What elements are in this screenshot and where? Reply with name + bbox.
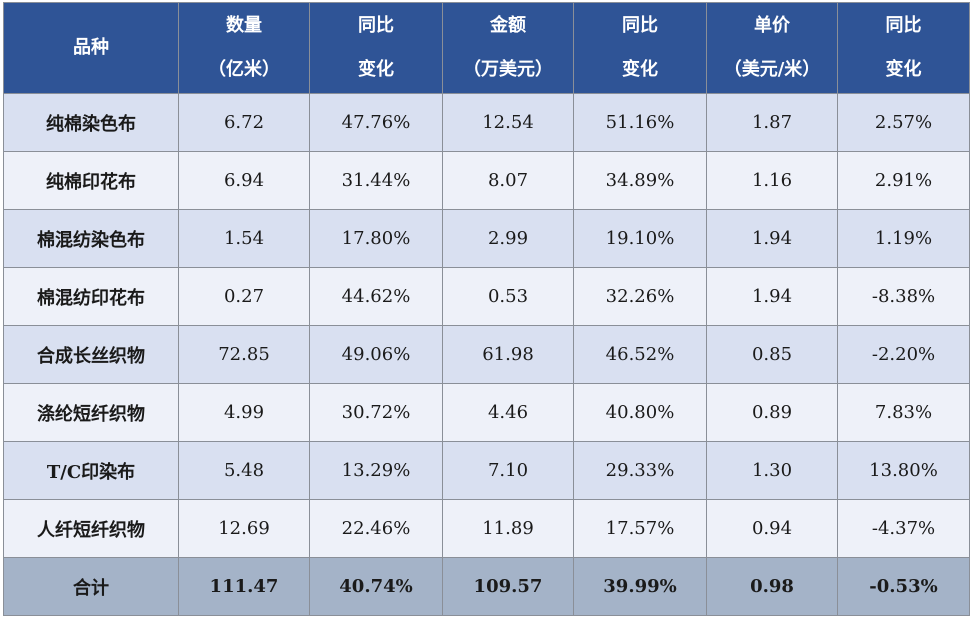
header-price-yoy-sub: 变化 bbox=[885, 59, 922, 80]
total-price-yoy-cell: -0.53% bbox=[837, 557, 970, 616]
variety-cell: 纯棉染色布 bbox=[3, 93, 179, 152]
header-quantity-yoy-sub: 变化 bbox=[358, 59, 394, 80]
quantity-cell: 1.54 bbox=[178, 209, 310, 268]
quantity-yoy-cell: 47.76% bbox=[309, 93, 443, 152]
total-unit-price-cell: 0.98 bbox=[706, 557, 838, 616]
price-yoy-cell: 7.83% bbox=[837, 383, 970, 442]
price-yoy-cell: 2.57% bbox=[837, 93, 970, 152]
table-row: T/C印染布 5.48 13.29% 7.10 29.33% 1.30 13.8… bbox=[3, 441, 970, 500]
amount-cell: 8.07 bbox=[442, 151, 574, 210]
header-amount: 金额 （万美元） bbox=[442, 2, 574, 94]
quantity-cell: 6.72 bbox=[178, 93, 310, 152]
variety-cell: T/C印染布 bbox=[3, 441, 179, 500]
quantity-cell: 6.94 bbox=[178, 151, 310, 210]
amount-yoy-cell: 46.52% bbox=[573, 325, 707, 384]
textile-export-table: 品种 数量 （亿米） 同比 变化 金额 （万美元） 同比 变化 单价 （美元/米… bbox=[3, 2, 970, 616]
header-quantity-yoy-label: 同比 bbox=[358, 15, 394, 36]
amount-yoy-cell: 34.89% bbox=[573, 151, 707, 210]
quantity-cell: 4.99 bbox=[178, 383, 310, 442]
amount-yoy-cell: 19.10% bbox=[573, 209, 707, 268]
table-row: 纯棉染色布 6.72 47.76% 12.54 51.16% 1.87 2.57… bbox=[3, 93, 970, 152]
quantity-cell: 72.85 bbox=[178, 325, 310, 384]
header-unit-price-unit: （美元/米） bbox=[723, 59, 821, 80]
variety-cell: 棉混纺印花布 bbox=[3, 267, 179, 326]
quantity-yoy-cell: 22.46% bbox=[309, 499, 443, 558]
unit-price-cell: 0.89 bbox=[706, 383, 838, 442]
quantity-yoy-cell: 30.72% bbox=[309, 383, 443, 442]
unit-price-cell: 1.94 bbox=[706, 209, 838, 268]
header-quantity-unit: （亿米） bbox=[208, 59, 280, 80]
price-yoy-cell: 2.91% bbox=[837, 151, 970, 210]
amount-cell: 0.53 bbox=[442, 267, 574, 326]
variety-cell: 纯棉印花布 bbox=[3, 151, 179, 210]
amount-cell: 11.89 bbox=[442, 499, 574, 558]
total-row: 合计 111.47 40.74% 109.57 39.99% 0.98 -0.5… bbox=[3, 557, 970, 616]
amount-yoy-cell: 51.16% bbox=[573, 93, 707, 152]
total-label-cell: 合计 bbox=[3, 557, 179, 616]
table-row: 涤纶短纤织物 4.99 30.72% 4.46 40.80% 0.89 7.83… bbox=[3, 383, 970, 442]
header-amount-label: 金额 bbox=[490, 15, 526, 36]
quantity-yoy-cell: 17.80% bbox=[309, 209, 443, 268]
table-row: 人纤短纤织物 12.69 22.46% 11.89 17.57% 0.94 -4… bbox=[3, 499, 970, 558]
variety-cell: 棉混纺染色布 bbox=[3, 209, 179, 268]
price-yoy-cell: 1.19% bbox=[837, 209, 970, 268]
variety-cell: 合成长丝织物 bbox=[3, 325, 179, 384]
amount-cell: 61.98 bbox=[442, 325, 574, 384]
header-quantity: 数量 （亿米） bbox=[178, 2, 310, 94]
header-price-yoy-label: 同比 bbox=[885, 15, 922, 36]
header-amount-yoy-sub: 变化 bbox=[622, 59, 658, 80]
amount-cell: 12.54 bbox=[442, 93, 574, 152]
amount-cell: 2.99 bbox=[442, 209, 574, 268]
unit-price-cell: 1.94 bbox=[706, 267, 838, 326]
quantity-cell: 0.27 bbox=[178, 267, 310, 326]
total-quantity-yoy-cell: 40.74% bbox=[309, 557, 443, 616]
quantity-cell: 12.69 bbox=[178, 499, 310, 558]
amount-yoy-cell: 32.26% bbox=[573, 267, 707, 326]
amount-yoy-cell: 29.33% bbox=[573, 441, 707, 500]
amount-cell: 4.46 bbox=[442, 383, 574, 442]
unit-price-cell: 1.87 bbox=[706, 93, 838, 152]
header-price-yoy: 同比 变化 bbox=[837, 2, 970, 94]
quantity-cell: 5.48 bbox=[178, 441, 310, 500]
variety-cell: 人纤短纤织物 bbox=[3, 499, 179, 558]
unit-price-cell: 0.94 bbox=[706, 499, 838, 558]
quantity-yoy-cell: 49.06% bbox=[309, 325, 443, 384]
table-row: 纯棉印花布 6.94 31.44% 8.07 34.89% 1.16 2.91% bbox=[3, 151, 970, 210]
table-row: 棉混纺染色布 1.54 17.80% 2.99 19.10% 1.94 1.19… bbox=[3, 209, 970, 268]
table-row: 合成长丝织物 72.85 49.06% 61.98 46.52% 0.85 -2… bbox=[3, 325, 970, 384]
header-amount-yoy: 同比 变化 bbox=[573, 2, 707, 94]
amount-cell: 7.10 bbox=[442, 441, 574, 500]
unit-price-cell: 0.85 bbox=[706, 325, 838, 384]
unit-price-cell: 1.30 bbox=[706, 441, 838, 500]
price-yoy-cell: -2.20% bbox=[837, 325, 970, 384]
quantity-yoy-cell: 44.62% bbox=[309, 267, 443, 326]
price-yoy-cell: -8.38% bbox=[837, 267, 970, 326]
header-amount-unit: （万美元） bbox=[463, 59, 553, 80]
header-variety: 品种 bbox=[3, 2, 179, 94]
header-variety-label: 品种 bbox=[73, 37, 109, 58]
price-yoy-cell: -4.37% bbox=[837, 499, 970, 558]
table-row: 棉混纺印花布 0.27 44.62% 0.53 32.26% 1.94 -8.3… bbox=[3, 267, 970, 326]
header-quantity-label: 数量 bbox=[226, 15, 262, 36]
unit-price-cell: 1.16 bbox=[706, 151, 838, 210]
price-yoy-cell: 13.80% bbox=[837, 441, 970, 500]
amount-yoy-cell: 17.57% bbox=[573, 499, 707, 558]
variety-cell: 涤纶短纤织物 bbox=[3, 383, 179, 442]
amount-yoy-cell: 40.80% bbox=[573, 383, 707, 442]
total-quantity-cell: 111.47 bbox=[178, 557, 310, 616]
header-unit-price-label: 单价 bbox=[754, 15, 790, 36]
quantity-yoy-cell: 31.44% bbox=[309, 151, 443, 210]
total-amount-cell: 109.57 bbox=[442, 557, 574, 616]
header-unit-price: 单价 （美元/米） bbox=[706, 2, 838, 94]
total-amount-yoy-cell: 39.99% bbox=[573, 557, 707, 616]
header-amount-yoy-label: 同比 bbox=[622, 15, 658, 36]
quantity-yoy-cell: 13.29% bbox=[309, 441, 443, 500]
header-quantity-yoy: 同比 变化 bbox=[309, 2, 443, 94]
header-row: 品种 数量 （亿米） 同比 变化 金额 （万美元） 同比 变化 单价 （美元/米… bbox=[3, 2, 970, 94]
